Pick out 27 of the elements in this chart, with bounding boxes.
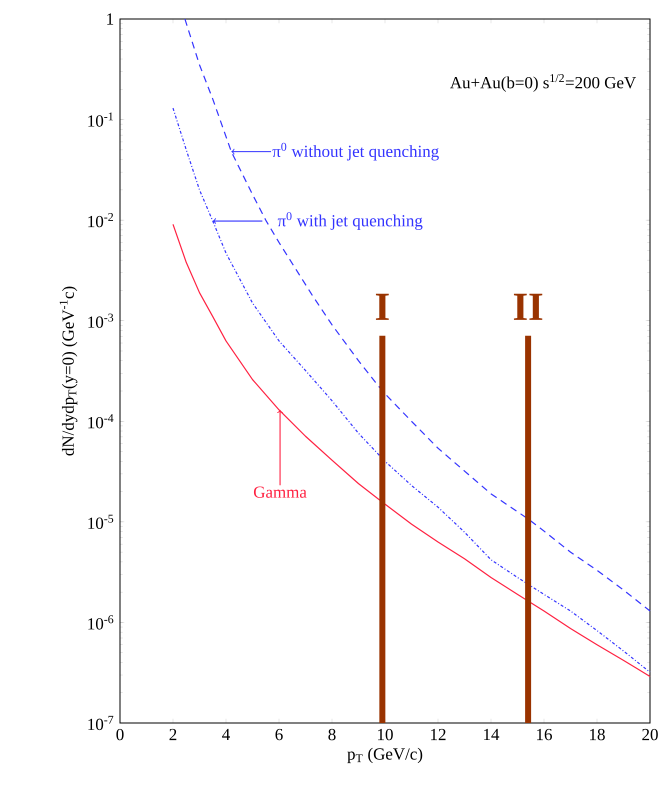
x-tick-label: 10: [378, 728, 393, 740]
y-tick-label: 10$^{-2}$: [88, 213, 114, 228]
x-tick-label: 20: [642, 728, 658, 740]
y-axis-title: dN/dydp$_{T}$(y=0) (GeV$^{-1}$c): [60, 286, 78, 456]
x-tick-label: 16: [537, 728, 552, 740]
x-tick-label: 0: [116, 728, 124, 740]
y-tick-label: 10$^{-5}$: [88, 514, 114, 529]
y-tick-label: 10$^{-6}$: [88, 615, 114, 630]
x-tick-label: 8: [328, 728, 336, 740]
ref-line-label: II: [514, 294, 542, 320]
annotation: Gamma: [254, 486, 307, 498]
x-tick-label: 14: [484, 728, 500, 740]
y-tick-label: 1: [107, 13, 114, 25]
y-tick-label: 10$^{-4}$: [88, 414, 114, 428]
x-tick-label: 18: [590, 728, 605, 740]
x-tick-label: 2: [170, 728, 176, 740]
y-tick-label: 10$^{-3}$: [88, 314, 114, 328]
x-tick-label: 6: [276, 728, 283, 740]
x-axis-title: p$_{T}$ (GeV/c): [347, 748, 422, 764]
y-tick-label: 10$^{-1}$: [88, 112, 113, 127]
x-tick-label: 12: [431, 728, 446, 740]
y-tick-label: 10$^{-7}$: [88, 716, 114, 730]
annotation: Au+Au(b=0) s$^{1/2}$=200 GeV: [450, 74, 636, 92]
annotation: π$^{0}$ with jet quenching: [278, 212, 423, 230]
annotation: π$^{0}$ without jet quenching: [272, 142, 439, 161]
ref-line-label: I: [376, 294, 389, 320]
x-tick-label: 4: [222, 728, 230, 740]
